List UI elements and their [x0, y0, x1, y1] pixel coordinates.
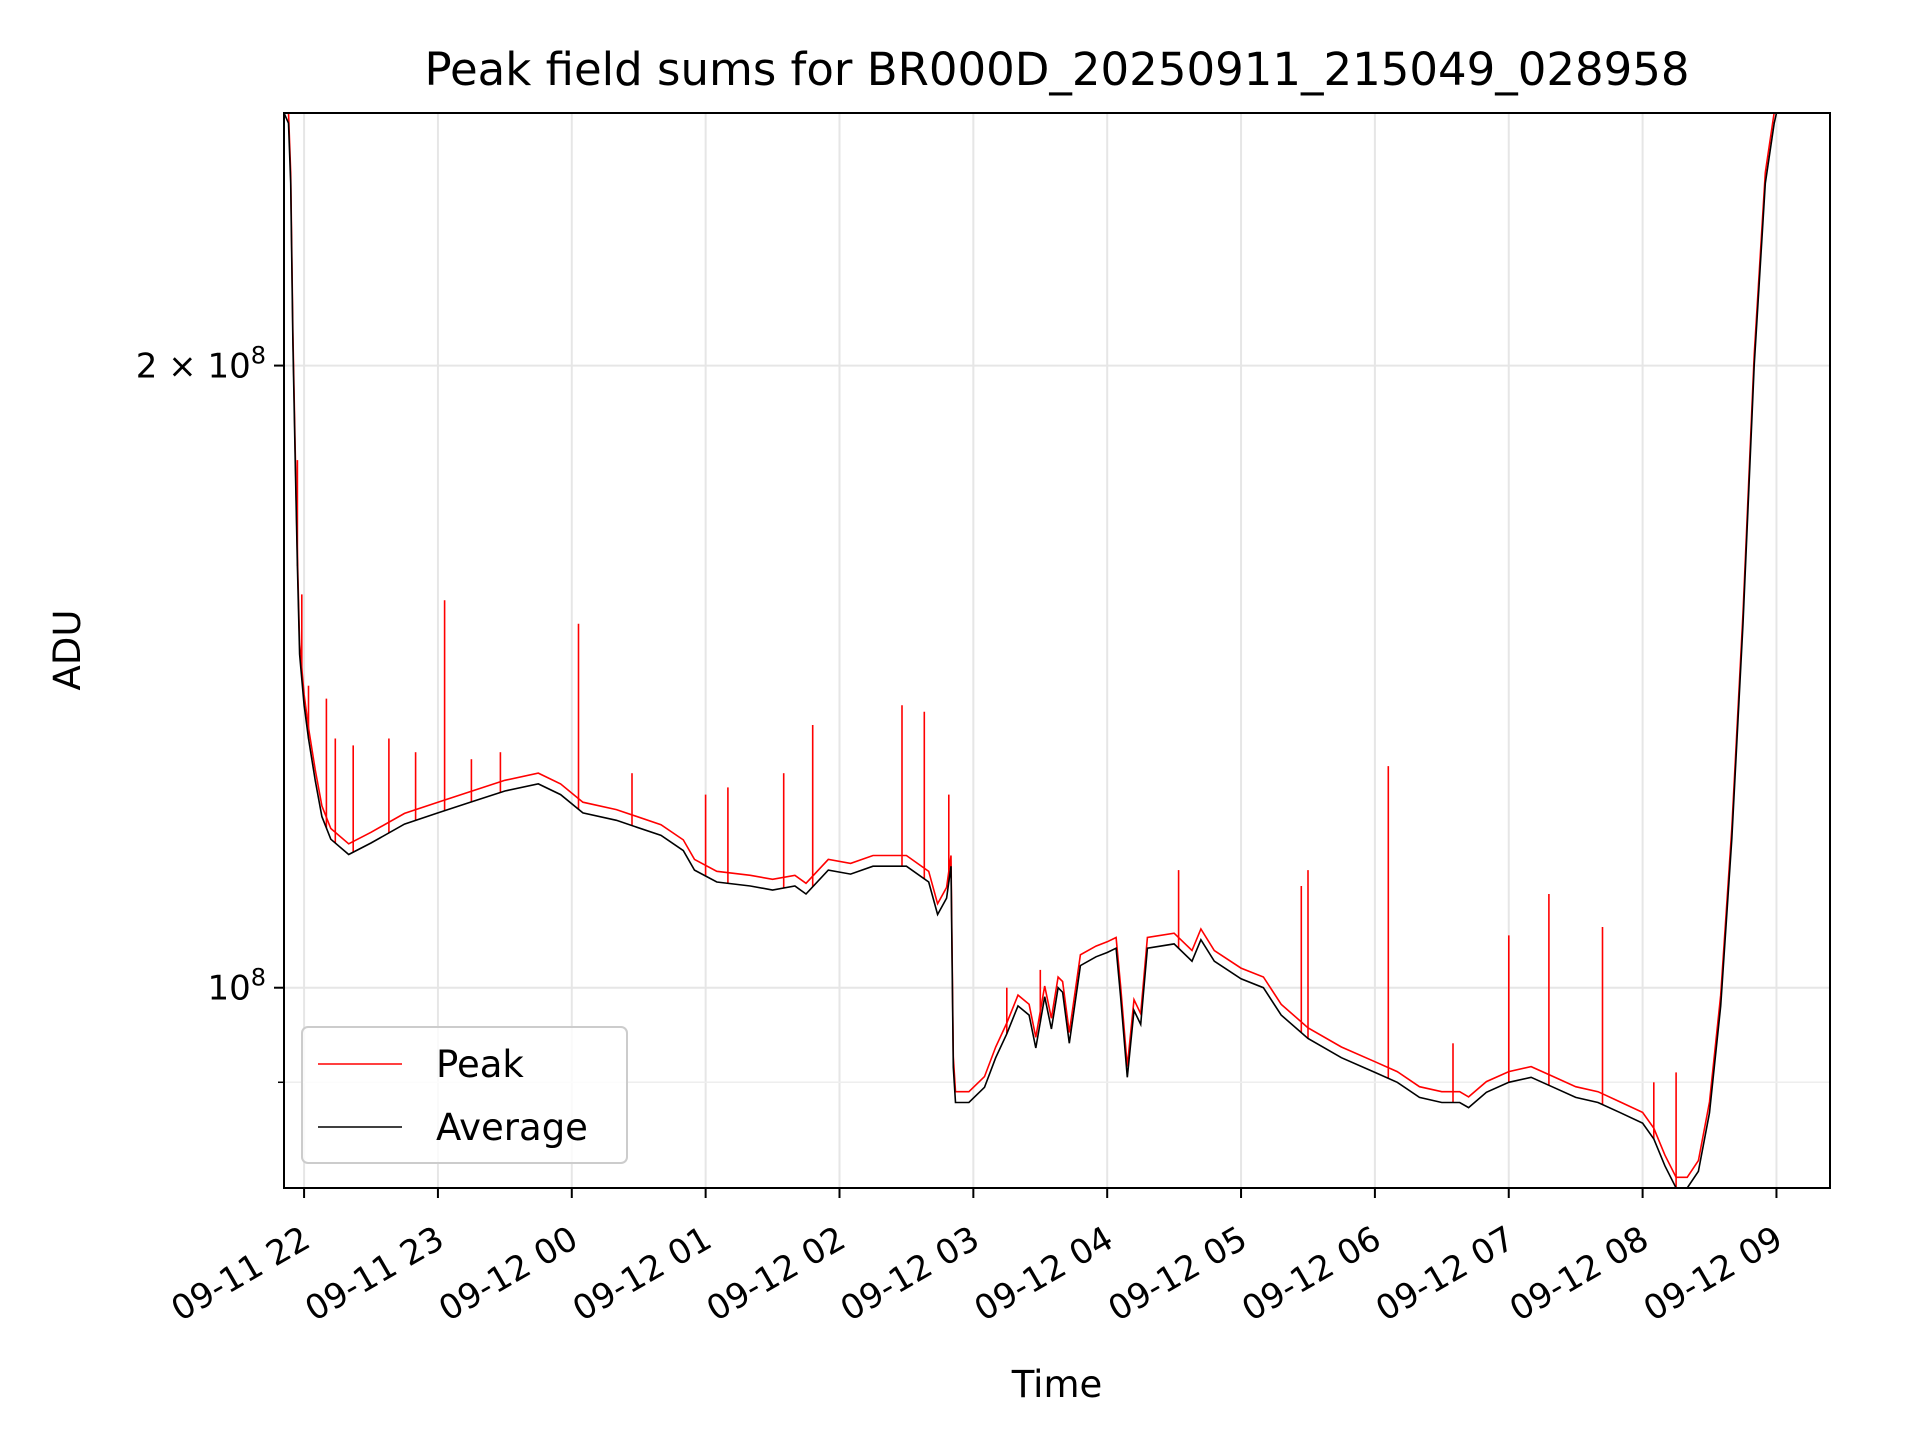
- legend: Peak Average: [301, 1026, 628, 1164]
- legend-peak-label: Peak: [436, 1043, 524, 1086]
- y-axis-label: ADU: [46, 610, 89, 691]
- y-tick-label: 108: [207, 964, 266, 1009]
- y-tick-label: 2 × 108: [136, 342, 266, 387]
- legend-average-label: Average: [436, 1106, 588, 1149]
- plot-series: [284, 113, 1778, 1188]
- x-axis-label: Time: [1011, 1363, 1103, 1406]
- y-axis-ticks: 108 2 × 108: [136, 342, 284, 1084]
- average-series-line: [284, 113, 1778, 1188]
- chart-title: Peak field sums for BR000D_20250911_2150…: [424, 43, 1689, 96]
- plot-frame: [283, 112, 1831, 1189]
- legend-box: [301, 1026, 628, 1164]
